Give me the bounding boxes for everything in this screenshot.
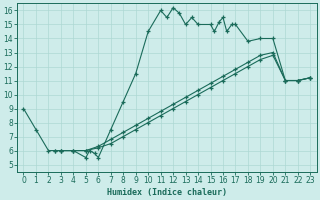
X-axis label: Humidex (Indice chaleur): Humidex (Indice chaleur) bbox=[107, 188, 227, 197]
